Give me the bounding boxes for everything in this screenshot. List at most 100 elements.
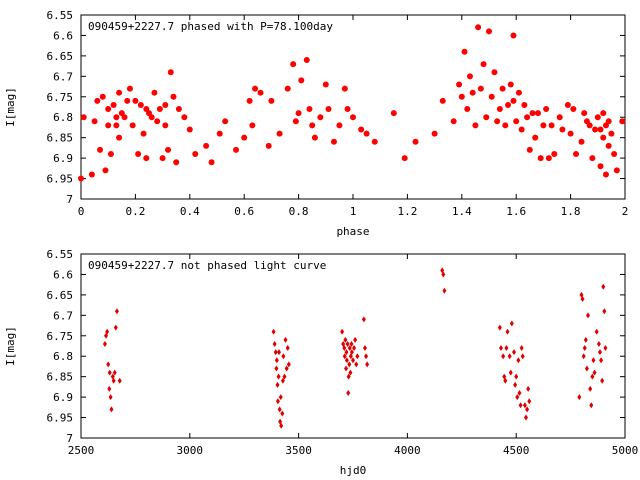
data-point [126, 85, 133, 92]
data-point [600, 377, 605, 384]
data-point [151, 89, 158, 96]
data-point [480, 61, 487, 68]
data-point [107, 385, 112, 392]
data-point [600, 110, 607, 117]
data-point [113, 114, 120, 121]
data-point [303, 56, 310, 63]
data-point [311, 134, 318, 141]
data-point [534, 110, 541, 117]
data-point [442, 287, 447, 294]
data-point [498, 345, 503, 352]
data-point [325, 106, 332, 113]
data-point [181, 114, 188, 121]
y-tick-label: 6.9 [53, 391, 73, 404]
data-point [596, 340, 601, 347]
data-point [99, 93, 106, 100]
data-point [167, 69, 174, 76]
data-point [577, 394, 582, 401]
data-point [358, 126, 365, 133]
data-point [599, 357, 604, 364]
data-point [344, 357, 349, 364]
x-tick-label: 2500 [68, 444, 95, 457]
data-point [284, 365, 289, 372]
y-tick-label: 6.55 [47, 9, 74, 22]
data-point [441, 271, 446, 278]
data-point [570, 106, 577, 113]
data-point [91, 118, 98, 125]
data-point [526, 385, 531, 392]
data-point [277, 406, 282, 413]
x-tick-label: 1.2 [397, 205, 417, 218]
x-tick-label: 3000 [177, 444, 204, 457]
data-point [252, 85, 259, 92]
y-tick-label: 6.7 [53, 309, 73, 322]
data-point [597, 163, 604, 170]
data-point [107, 369, 112, 376]
data-point [431, 130, 438, 137]
data-point [268, 97, 275, 104]
data-point [518, 126, 525, 133]
data-point [515, 394, 520, 401]
data-point [241, 134, 248, 141]
data-point [280, 410, 285, 417]
data-point [580, 295, 585, 302]
data-point [510, 32, 517, 39]
data-point [246, 97, 253, 104]
y-tick-label: 6.9 [53, 152, 73, 165]
data-point [165, 146, 172, 153]
data-point [216, 130, 223, 137]
data-point [586, 122, 593, 129]
data-point [341, 85, 348, 92]
data-point [456, 81, 463, 88]
data-point [306, 106, 313, 113]
y-tick-label: 6.6 [53, 268, 73, 281]
data-point [156, 106, 163, 113]
data-point [282, 373, 287, 380]
data-point [581, 353, 586, 360]
x-axis-label: hjd0 [340, 464, 367, 477]
data-point [509, 320, 514, 327]
data-point [274, 357, 279, 364]
data-point [486, 28, 492, 35]
data-point [524, 114, 531, 121]
data-point [342, 353, 347, 360]
data-point [107, 151, 114, 158]
data-point [280, 377, 285, 384]
data-point [113, 324, 118, 331]
data-point [354, 361, 359, 368]
data-point [601, 283, 606, 290]
data-point [412, 138, 419, 145]
data-point [203, 142, 210, 149]
data-point [513, 381, 518, 388]
data-point [504, 345, 509, 352]
y-tick-label: 7 [66, 432, 73, 445]
data-point [505, 101, 512, 108]
data-point [584, 365, 589, 372]
data-point [502, 122, 509, 129]
data-point [469, 89, 476, 96]
data-point [494, 118, 501, 125]
data-point [477, 85, 484, 92]
y-tick-label: 6.85 [47, 371, 74, 384]
data-point [132, 97, 139, 104]
data-point [271, 328, 276, 335]
data-point [556, 114, 563, 121]
data-point [170, 93, 177, 100]
data-point [527, 398, 532, 405]
data-point [591, 357, 596, 364]
data-point [322, 81, 329, 88]
data-point [336, 122, 343, 129]
data-point [349, 340, 354, 347]
data-point [273, 349, 278, 356]
data-point [186, 126, 193, 133]
data-point [284, 85, 291, 92]
data-point [605, 118, 612, 125]
data-point [519, 345, 524, 352]
data-point [80, 114, 87, 121]
data-point [603, 345, 608, 352]
data-point [121, 114, 128, 121]
data-point [276, 373, 281, 380]
data-point [114, 308, 119, 315]
y-tick-label: 6.7 [53, 70, 73, 83]
data-point [505, 328, 510, 335]
